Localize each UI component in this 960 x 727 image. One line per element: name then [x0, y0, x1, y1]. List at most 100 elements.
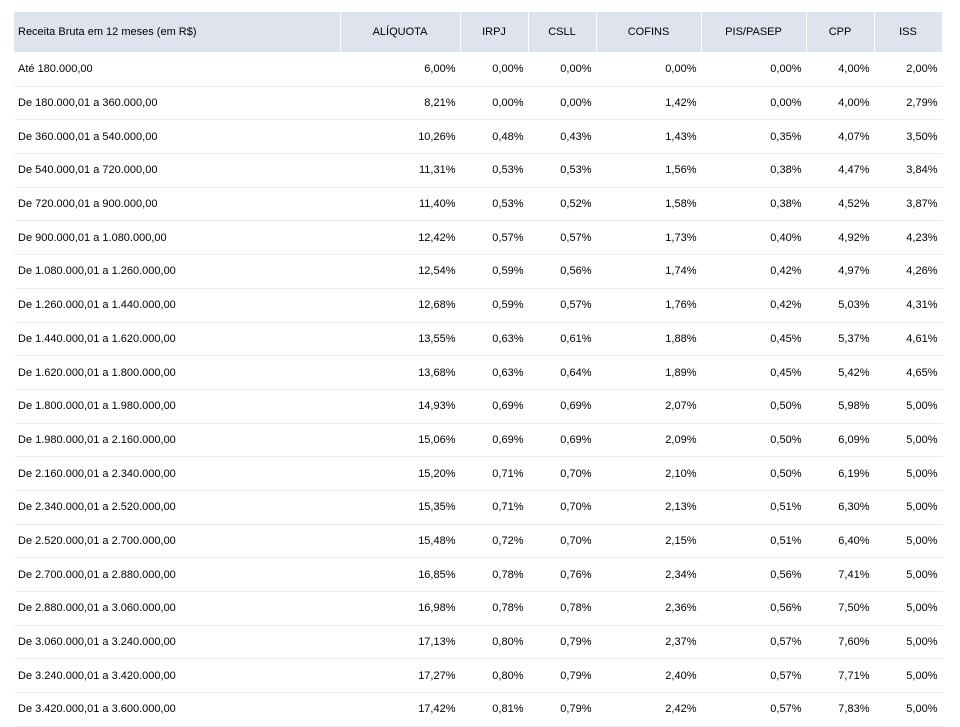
cell-cofins: 2,40% — [596, 658, 702, 694]
cell-pis-pasep: 0,51% — [701, 490, 807, 525]
cell-revenue-range: De 1.080.000,01 a 1.260.000,00 — [14, 254, 341, 289]
cell-cpp: 4,97% — [806, 254, 875, 289]
tax-rate-table: Receita Bruta em 12 meses (em R$) ALÍQUO… — [14, 12, 943, 727]
cell-cpp: 4,47% — [806, 153, 875, 188]
cell-cofins: 1,88% — [596, 322, 702, 357]
cell-iss: 3,50% — [874, 119, 943, 155]
cell-revenue-range: De 2.340.000,01 a 2.520.000,00 — [14, 490, 341, 525]
cell-csll: 0,57% — [528, 288, 597, 323]
header-row: Receita Bruta em 12 meses (em R$) ALÍQUO… — [14, 12, 943, 53]
header-csll: CSLL — [528, 12, 597, 53]
cell-csll: 0,61% — [528, 322, 597, 357]
cell-csll: 0,79% — [528, 658, 597, 694]
cell-iss: 5,00% — [874, 389, 943, 424]
cell-iss: 5,00% — [874, 658, 943, 694]
cell-aliquota: 15,35% — [340, 490, 461, 525]
cell-irpj: 0,57% — [460, 220, 529, 256]
cell-irpj: 0,78% — [460, 557, 529, 592]
cell-irpj: 0,80% — [460, 625, 529, 660]
table-row: De 3.240.000,01 a 3.420.000,00 17,27% 0,80… — [14, 658, 943, 694]
cell-iss: 5,00% — [874, 591, 943, 626]
header-cpp: CPP — [806, 12, 875, 53]
cell-cofins: 2,10% — [596, 456, 702, 491]
cell-iss: 3,84% — [874, 153, 943, 188]
cell-revenue-range: De 2.880.000,01 a 3.060.000,00 — [14, 591, 341, 626]
cell-irpj: 0,48% — [460, 119, 529, 155]
cell-iss: 2,00% — [874, 52, 943, 87]
table-row: De 2.160.000,01 a 2.340.000,00 15,20% 0,71… — [14, 456, 943, 491]
cell-aliquota: 11,31% — [340, 153, 461, 188]
cell-cofins: 1,58% — [596, 187, 702, 222]
cell-irpj: 0,59% — [460, 288, 529, 323]
cell-pis-pasep: 0,56% — [701, 557, 807, 592]
cell-csll: 0,79% — [528, 692, 597, 727]
cell-cpp: 7,41% — [806, 557, 875, 592]
cell-revenue-range: De 1.440.000,01 a 1.620.000,00 — [14, 322, 341, 357]
cell-cofins: 1,76% — [596, 288, 702, 323]
cell-pis-pasep: 0,50% — [701, 423, 807, 458]
cell-csll: 0,00% — [528, 52, 597, 87]
cell-cpp: 4,52% — [806, 187, 875, 222]
cell-cpp: 6,19% — [806, 456, 875, 491]
cell-iss: 4,65% — [874, 355, 943, 390]
cell-irpj: 0,71% — [460, 456, 529, 491]
cell-cpp: 4,00% — [806, 86, 875, 121]
table-row: De 2.880.000,01 a 3.060.000,00 16,98% 0,78… — [14, 591, 943, 626]
cell-iss: 5,00% — [874, 692, 943, 727]
cell-aliquota: 17,27% — [340, 658, 461, 694]
cell-pis-pasep: 0,40% — [701, 220, 807, 256]
cell-iss: 3,87% — [874, 187, 943, 222]
cell-cpp: 6,40% — [806, 524, 875, 559]
cell-revenue-range: De 1.260.000,01 a 1.440.000,00 — [14, 288, 341, 323]
table-row: De 1.980.000,01 a 2.160.000,00 15,06% 0,69… — [14, 423, 943, 458]
cell-irpj: 0,72% — [460, 524, 529, 559]
cell-revenue-range: De 3.060.000,01 a 3.240.000,00 — [14, 625, 341, 660]
cell-csll: 0,00% — [528, 86, 597, 121]
table-row: De 900.000,01 a 1.080.000,00 12,42% 0,57% 0… — [14, 220, 943, 256]
cell-cofins: 2,42% — [596, 692, 702, 727]
cell-iss: 4,26% — [874, 254, 943, 289]
cell-aliquota: 15,06% — [340, 423, 461, 458]
cell-cpp: 4,00% — [806, 52, 875, 87]
cell-cpp: 5,98% — [806, 389, 875, 424]
table-row: De 720.000,01 a 900.000,00 11,40% 0,53% 0,5… — [14, 187, 943, 222]
cell-irpj: 0,53% — [460, 187, 529, 222]
table-row: Até 180.000,00 6,00% 0,00% 0,00% 0,00% 0,00% 4… — [14, 52, 943, 87]
cell-revenue-range: De 2.160.000,01 a 2.340.000,00 — [14, 456, 341, 491]
cell-csll: 0,43% — [528, 119, 597, 155]
cell-cpp: 7,71% — [806, 658, 875, 694]
cell-revenue-range: Até 180.000,00 — [14, 52, 341, 87]
cell-pis-pasep: 0,42% — [701, 288, 807, 323]
table-row: De 180.000,01 a 360.000,00 8,21% 0,00% 0,00… — [14, 86, 943, 121]
cell-revenue-range: De 1.980.000,01 a 2.160.000,00 — [14, 423, 341, 458]
cell-revenue-range: De 3.240.000,01 a 3.420.000,00 — [14, 658, 341, 694]
cell-revenue-range: De 2.700.000,01 a 2.880.000,00 — [14, 557, 341, 592]
cell-iss: 5,00% — [874, 490, 943, 525]
cell-csll: 0,56% — [528, 254, 597, 289]
cell-pis-pasep: 0,38% — [701, 153, 807, 188]
cell-irpj: 0,81% — [460, 692, 529, 727]
cell-iss: 4,31% — [874, 288, 943, 323]
cell-revenue-range: De 1.800.000,01 a 1.980.000,00 — [14, 389, 341, 424]
cell-irpj: 0,59% — [460, 254, 529, 289]
cell-cofins: 1,74% — [596, 254, 702, 289]
cell-iss: 5,00% — [874, 625, 943, 660]
table-row: De 540.000,01 a 720.000,00 11,31% 0,53% 0,5… — [14, 153, 943, 188]
cell-cofins: 2,37% — [596, 625, 702, 660]
cell-irpj: 0,69% — [460, 423, 529, 458]
cell-iss: 5,00% — [874, 456, 943, 491]
cell-irpj: 0,53% — [460, 153, 529, 188]
cell-revenue-range: De 360.000,01 a 540.000,00 — [14, 119, 341, 155]
cell-iss: 5,00% — [874, 557, 943, 592]
cell-csll: 0,52% — [528, 187, 597, 222]
cell-pis-pasep: 0,51% — [701, 524, 807, 559]
cell-aliquota: 13,68% — [340, 355, 461, 390]
cell-csll: 0,79% — [528, 625, 597, 660]
cell-aliquota: 17,13% — [340, 625, 461, 660]
cell-cpp: 6,30% — [806, 490, 875, 525]
cell-pis-pasep: 0,50% — [701, 389, 807, 424]
cell-pis-pasep: 0,35% — [701, 119, 807, 155]
cell-irpj: 0,00% — [460, 86, 529, 121]
cell-pis-pasep: 0,45% — [701, 355, 807, 390]
cell-aliquota: 13,55% — [340, 322, 461, 357]
